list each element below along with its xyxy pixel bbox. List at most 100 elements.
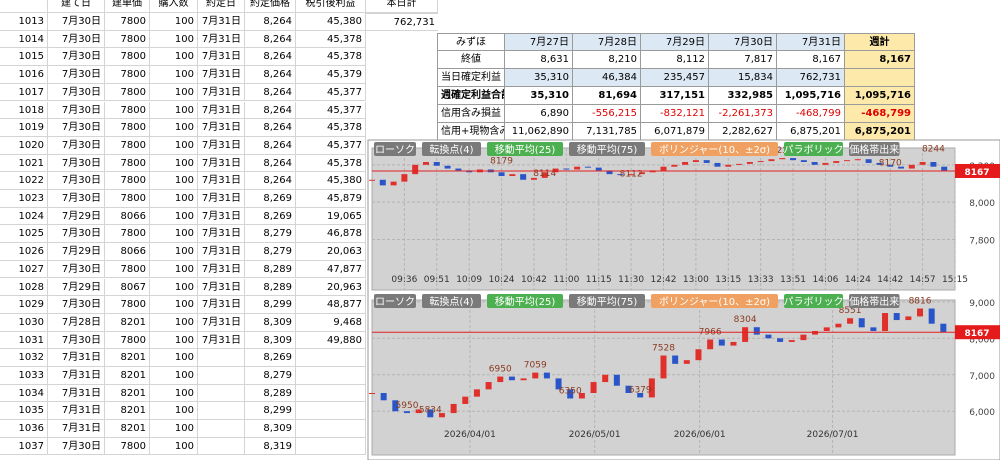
candle	[736, 163, 743, 165]
legend-label: ローソク	[375, 296, 415, 308]
sheet-cell: 7800	[105, 13, 150, 31]
sheet-cell: 7800	[105, 296, 150, 314]
price-annotation: 8551	[839, 306, 862, 316]
row-number: 1025	[0, 225, 48, 244]
price-annotation: 5950	[396, 401, 419, 411]
sheet-cell: 100	[150, 190, 198, 208]
candle	[707, 339, 714, 350]
sheet-cell	[296, 437, 366, 456]
sheet-cell: 8201	[105, 420, 150, 438]
sheet-cell: 7800	[105, 154, 150, 173]
sheet-cell: 100	[150, 83, 198, 102]
x-tick-label: 13:15	[715, 275, 741, 285]
legend-label: ボリンジャー(10、±2σ)	[659, 144, 770, 156]
candle	[625, 385, 632, 393]
row-number: 1022	[0, 172, 48, 190]
x-tick-label: 14:24	[845, 275, 871, 285]
sheet-cell: 7月31日	[198, 313, 245, 332]
sheet-cell: 100	[150, 154, 198, 173]
candle	[833, 161, 840, 163]
sheet-cell: 7月28日	[48, 313, 105, 332]
candle	[703, 160, 710, 163]
x-tick-label: 11:15	[586, 275, 612, 285]
price-annotation: 8304	[734, 315, 757, 325]
sheet-cell: 45,378	[296, 119, 366, 137]
candle	[672, 355, 679, 364]
candle	[427, 409, 434, 418]
sheet-cell: 100	[150, 260, 198, 279]
candle	[671, 164, 678, 167]
summary-cell: 6,890	[505, 105, 573, 123]
summary-cell: 8,167	[777, 51, 845, 69]
candle	[854, 159, 861, 161]
price-annotation: 8112	[620, 169, 643, 179]
summary-cell: 8,631	[505, 51, 573, 69]
candle	[508, 376, 515, 381]
column-header: 購入数	[150, 0, 198, 13]
summary-cell: 35,310	[505, 69, 573, 87]
sheet-cell: 8,264	[245, 30, 296, 49]
sheet-cell	[198, 367, 245, 385]
candle	[847, 318, 854, 324]
candle	[602, 374, 609, 383]
row-number: 1020	[0, 136, 48, 155]
sheet-cell: 45,377	[296, 101, 366, 120]
candle	[812, 331, 819, 335]
legend-button	[849, 142, 900, 156]
summary-cell: 1,095,716	[777, 87, 845, 105]
candle	[584, 166, 591, 168]
candle	[433, 162, 440, 166]
candle	[532, 372, 539, 379]
x-tick-label: 2026/05/01	[569, 430, 621, 440]
sheet-cell: 100	[150, 367, 198, 385]
sheet-cell: 100	[150, 384, 198, 403]
sheet-cell: 7月31日	[198, 83, 245, 102]
legend-button	[651, 142, 778, 156]
x-tick-label: 09:36	[391, 275, 417, 285]
summary-cell: 8,167	[845, 51, 915, 69]
candle	[422, 162, 429, 165]
sheet-cell: 7800	[105, 225, 150, 244]
sheet-cell	[198, 384, 245, 403]
sheet-cell	[296, 402, 366, 421]
legend-button	[569, 142, 645, 156]
sheet-cell: 100	[150, 207, 198, 226]
y-tick-label: 8,000	[969, 335, 995, 345]
sheet-cell: 100	[150, 349, 198, 367]
row-number: 1036	[0, 420, 48, 438]
sheet-cell: 7月30日	[48, 30, 105, 49]
row-number: 1016	[0, 66, 48, 84]
candle	[777, 338, 784, 342]
sheet-cell: 100	[150, 119, 198, 137]
sheet-cell: 100	[150, 243, 198, 261]
row-number: 1015	[0, 48, 48, 67]
candle	[455, 168, 462, 171]
last-price-tag	[955, 163, 1000, 178]
sheet-cell: 7月31日	[48, 367, 105, 385]
row-number: 1021	[0, 154, 48, 173]
sheet-cell	[296, 367, 366, 385]
sheet-cell: 7月30日	[48, 13, 105, 31]
candle	[870, 327, 877, 331]
sheet-cell: 7800	[105, 48, 150, 67]
row-number: 1019	[0, 119, 48, 137]
sheet-cell: 7月31日	[198, 172, 245, 190]
sheet-cell	[198, 402, 245, 421]
legend-button	[849, 294, 900, 308]
candle	[660, 166, 667, 171]
candle	[390, 181, 397, 186]
candle	[541, 172, 548, 178]
legend-label: 価格帯出来	[849, 295, 899, 308]
legend-button	[784, 142, 843, 156]
summary-cell: 1,095,716	[845, 87, 915, 105]
candle	[637, 393, 644, 398]
summary-cell: 81,694	[573, 87, 641, 105]
candle	[788, 340, 795, 342]
summary-row-label: 当日確定利益	[437, 69, 505, 87]
candle	[509, 174, 516, 177]
candle	[520, 378, 527, 381]
summary-row-label: 終値	[437, 51, 505, 69]
sheet-cell: 7月31日	[198, 66, 245, 84]
sheet-cell: 7月31日	[198, 190, 245, 208]
summary-cell: 7,817	[709, 51, 777, 69]
